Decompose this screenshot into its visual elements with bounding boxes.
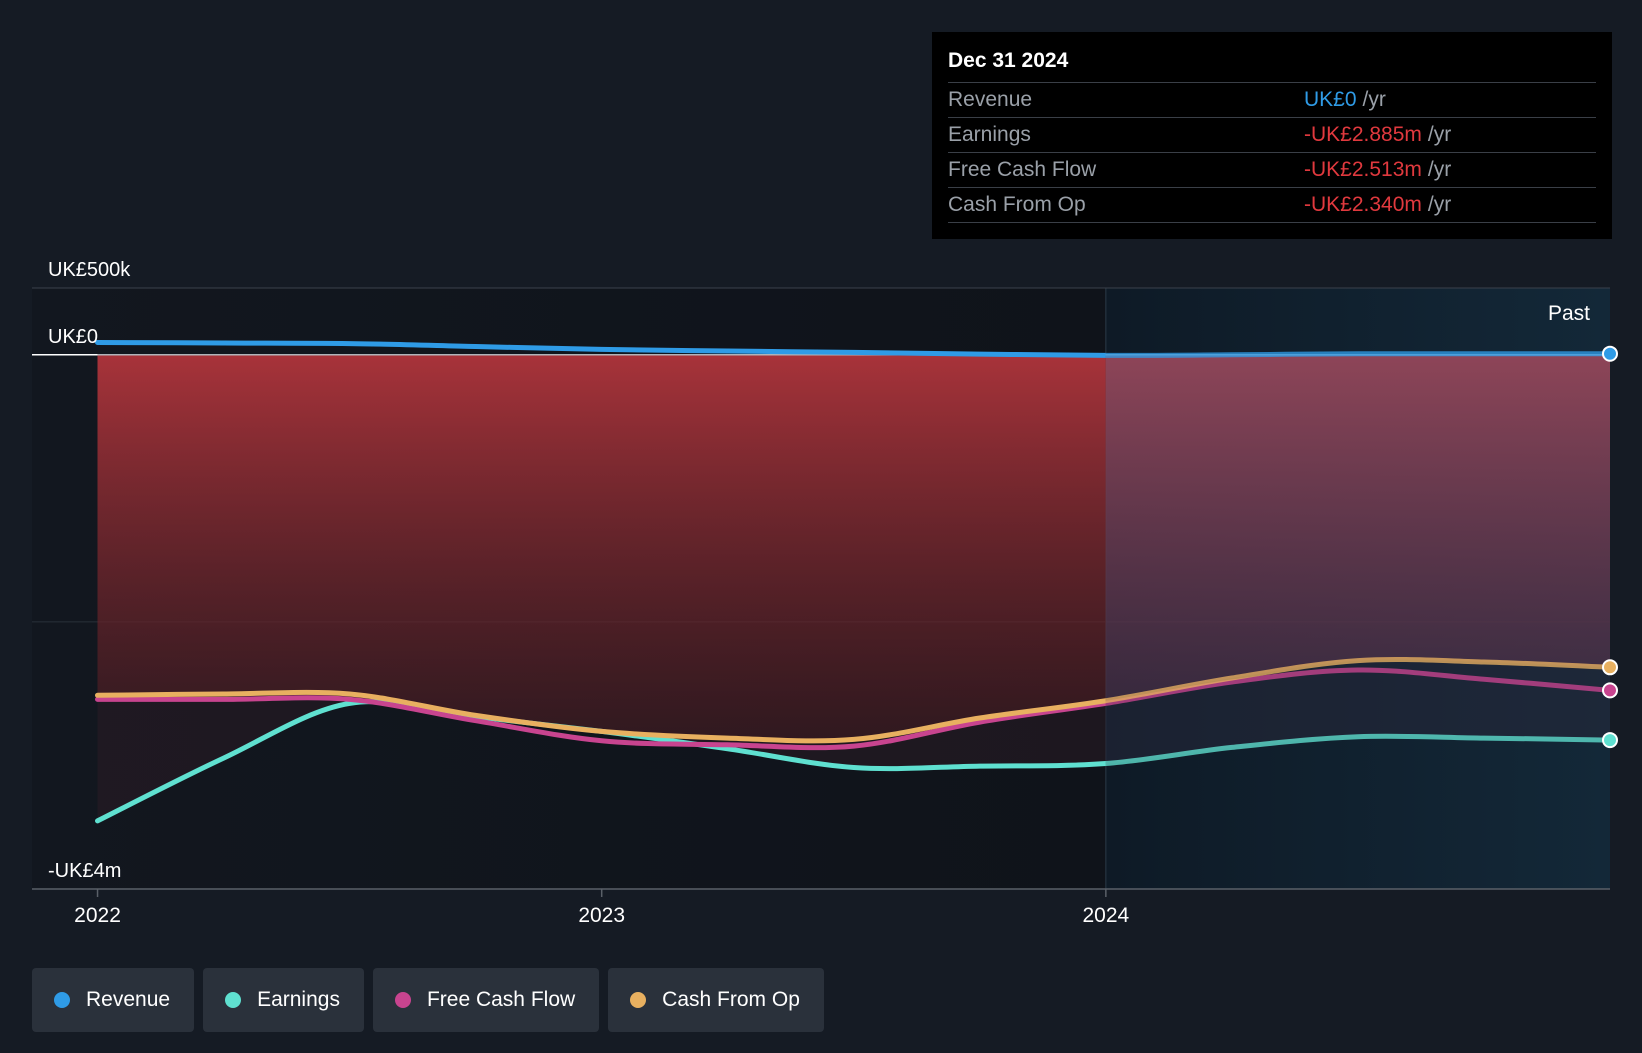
x-tick-label: 2022 [74, 904, 121, 927]
lower-area-past [97, 692, 1106, 821]
legend-dot-icon [225, 992, 242, 1008]
legend-dot-icon [630, 992, 647, 1008]
tooltip-date: Dec 31 2024 [948, 46, 1596, 83]
tooltip-row-revenue: Revenue UK£0 /yr [948, 83, 1596, 118]
tooltip-unit: /yr [1427, 158, 1452, 181]
tooltip-value: -UK£2.340m [1304, 193, 1422, 216]
tooltip-value: UK£0 [1304, 88, 1357, 111]
tooltip: Dec 31 2024 Revenue UK£0 /yr Earnings -U… [932, 32, 1612, 239]
legend-label: Earnings [257, 988, 340, 1011]
y-tick-label: UK£500k [48, 259, 131, 281]
tooltip-value: -UK£2.885m [1304, 123, 1422, 146]
series-line-recent-cash-from-op [1105, 656, 1611, 704]
y-tick-label: -UK£4m [48, 860, 121, 882]
legend-label: Revenue [86, 988, 171, 1011]
tooltip-unit: /yr [1427, 193, 1452, 216]
legend-item-revenue[interactable]: Revenue [32, 968, 195, 1032]
legend-label: Cash From Op [662, 988, 800, 1011]
legend-dot-icon [54, 992, 70, 1008]
tooltip-row-earnings: Earnings -UK£2.885m /yr [948, 118, 1596, 153]
tooltip-value: -UK£2.513m [1304, 158, 1422, 181]
series-endpoint-earnings [1602, 732, 1618, 749]
negative-area-fill [97, 354, 1610, 821]
legend-label: Free Cash Flow [426, 988, 576, 1011]
series-line-earnings [95, 699, 1106, 824]
legend-item-earnings[interactable]: Earnings [203, 968, 364, 1032]
series-lines [95, 340, 1611, 824]
negative-area-past [97, 354, 1106, 741]
series-endpoints [1602, 345, 1618, 749]
tooltip-label: Revenue [948, 88, 1033, 111]
series-line-revenue [95, 340, 1106, 358]
series-line-recent-earnings [1105, 733, 1611, 767]
tooltip-row-cash-from-op: Cash From Op -UK£2.340m /yr [948, 188, 1596, 223]
tooltip-label: Cash From Op [948, 193, 1086, 216]
legend: Revenue Earnings Free Cash Flow Cash Fro… [32, 968, 824, 1032]
tooltip-unit: /yr [1427, 123, 1452, 146]
x-tick-label: 2023 [578, 904, 625, 927]
series-line-cash-from-op [95, 689, 1106, 744]
past-label: Past [1548, 302, 1590, 325]
tooltip-label: Free Cash Flow [948, 158, 1097, 181]
legend-dot-icon [394, 992, 411, 1008]
axis-labels: UK£500k UK£0 -UK£4m 2022 2023 2024 Past [48, 259, 1590, 927]
series-line-recent-revenue [1105, 351, 1611, 358]
tooltip-label: Earnings [948, 123, 1031, 146]
legend-item-free-cash-flow[interactable]: Free Cash Flow [372, 968, 600, 1032]
negative-area-recent [1105, 354, 1610, 701]
series-line-recent-free-cash-flow [1105, 667, 1611, 706]
legend-item-cash-from-op[interactable]: Cash From Op [608, 968, 824, 1032]
series-endpoint-revenue [1602, 345, 1618, 362]
tooltip-row-free-cash-flow: Free Cash Flow -UK£2.513m /yr [948, 153, 1596, 188]
series-line-free-cash-flow [95, 695, 1106, 751]
x-tick-label: 2024 [1082, 904, 1129, 927]
series-endpoint-free-cash-flow [1602, 682, 1618, 699]
series-endpoint-cash-from-op [1602, 659, 1618, 676]
y-tick-label: UK£0 [48, 326, 98, 348]
tooltip-unit: /yr [1362, 88, 1386, 111]
